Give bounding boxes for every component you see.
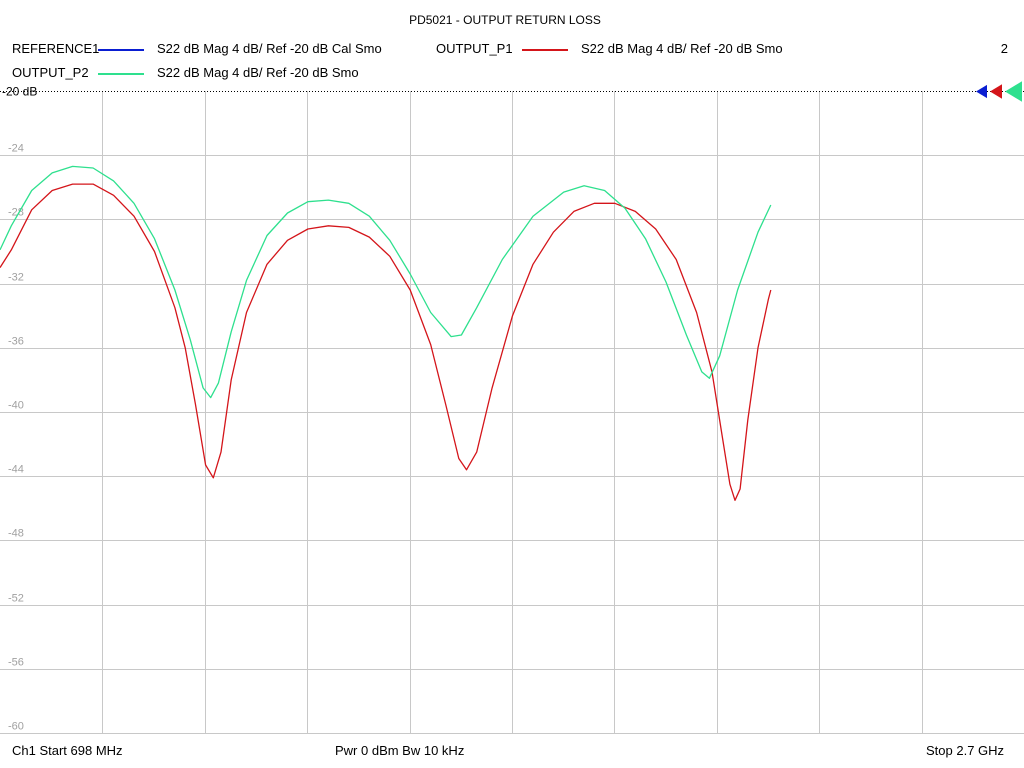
reference-level-label: -20 dB <box>2 85 37 99</box>
footer-start: Ch1 Start 698 MHz <box>12 743 123 758</box>
legend-output-p2-desc: S22 dB Mag 4 dB/ Ref -20 dB Smo <box>157 65 359 80</box>
legend-row-1: REFERENCE1 S22 dB Mag 4 dB/ Ref -20 dB C… <box>0 41 1024 59</box>
y-tick-label: -52 <box>8 593 24 605</box>
legend-output-p1-swatch <box>522 49 568 51</box>
output-p1-marker <box>990 84 1002 99</box>
y-tick-label: -60 <box>8 721 24 733</box>
y-tick-label: -56 <box>8 657 24 669</box>
legend-output-p1-desc: S22 dB Mag 4 dB/ Ref -20 dB Smo <box>581 41 783 56</box>
y-tick-label: -48 <box>8 528 24 540</box>
trace-output-p1 <box>0 183 772 501</box>
trace-output-p2 <box>0 165 772 399</box>
y-tick-labels: -24 -28 -32 -36 -40 -44 -48 -52 -56 -60 <box>8 143 24 733</box>
y-tick-label: -44 <box>8 464 24 476</box>
traces <box>0 165 772 501</box>
legend-reference-desc: S22 dB Mag 4 dB/ Ref -20 dB Cal Smo <box>157 41 382 56</box>
legend-output-p1-name: OUTPUT_P1 <box>436 41 513 56</box>
y-tick-label: -36 <box>8 336 24 348</box>
legend-reference-swatch <box>98 49 144 51</box>
y-tick-label: -40 <box>8 400 24 412</box>
legend-output-p2-swatch <box>98 73 144 75</box>
reference1-marker <box>976 84 987 99</box>
legend-output-p2-name: OUTPUT_P2 <box>12 65 89 80</box>
output-p2-marker <box>1005 81 1022 102</box>
grid <box>0 91 1024 734</box>
y-tick-label: -24 <box>8 143 24 155</box>
legend-row-2: OUTPUT_P2 S22 dB Mag 4 dB/ Ref -20 dB Sm… <box>0 65 1024 83</box>
reference-markers <box>976 81 1022 102</box>
legend-reference-name: REFERENCE1 <box>12 41 100 56</box>
chart-title: PD5021 - OUTPUT RETURN LOSS <box>409 13 601 27</box>
legend-trace-count: 2 <box>1000 41 1008 56</box>
footer-power: Pwr 0 dBm Bw 10 kHz <box>335 743 465 758</box>
y-tick-label: -28 <box>8 207 24 219</box>
y-tick-label: -32 <box>8 272 24 284</box>
footer-stop: Stop 2.7 GHz <box>926 743 1005 758</box>
